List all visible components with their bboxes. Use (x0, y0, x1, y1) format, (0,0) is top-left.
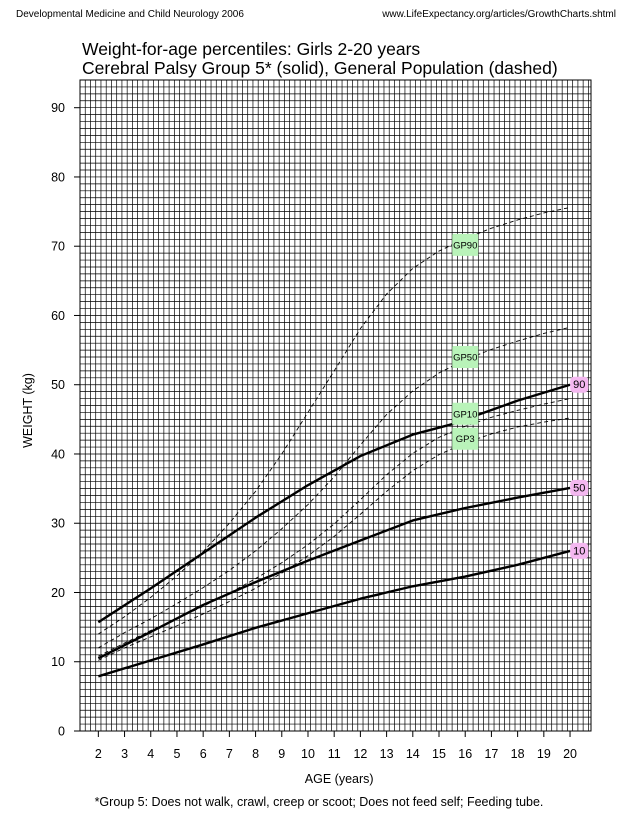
x-tick-label: 7 (226, 747, 233, 761)
x-tick-label: 6 (200, 747, 207, 761)
series-line-10 (97, 549, 571, 678)
series-label-gp3: GP3 (456, 434, 475, 445)
header-source-right: www.LifeExpectancy.org/articles/GrowthCh… (382, 9, 616, 20)
label-bg-gp3 (452, 427, 479, 450)
x-tick-label: 10 (301, 747, 315, 761)
label-bg-gp90 (452, 233, 479, 256)
x-tick-label: 17 (484, 747, 498, 761)
header-source-left: Developmental Medicine and Child Neurolo… (16, 9, 244, 20)
y-tick-label: 60 (51, 309, 65, 323)
axes: 2 3 4 5 6 7 8 9 10 11 12 13 14 15 16 17 18 19 20 0 10 20 30 40 5… (51, 101, 577, 761)
y-tick-label: 20 (51, 586, 65, 600)
x-axis-label: AGE (years) (305, 772, 374, 786)
x-tick-label: 18 (511, 747, 525, 761)
series-labels: 90 50 10 GP90 GP50 GP10 GP3 (452, 233, 589, 559)
x-tick-label: 19 (537, 747, 551, 761)
series-label-90: 90 (573, 379, 585, 391)
x-tick-label: 14 (406, 747, 420, 761)
chart-subtitle: Cerebral Palsy Group 5* (solid), General… (82, 58, 558, 78)
footnote: *Group 5: Does not walk, crawl, creep or… (94, 795, 544, 809)
x-tick-label: 15 (432, 747, 446, 761)
label-bg-90 (570, 376, 589, 393)
y-axis-label: WEIGHT (kg) (21, 373, 35, 448)
x-tick-label: 5 (173, 747, 180, 761)
chart-title: Weight-for-age percentiles: Girls 2-20 y… (82, 39, 421, 59)
x-tick-label: 12 (353, 747, 367, 761)
series-line-gp10 (98, 398, 571, 657)
x-tick-label: 9 (278, 747, 285, 761)
series-line-gp90 (98, 206, 571, 635)
series-lines (97, 206, 571, 678)
x-tick-label: 8 (252, 747, 259, 761)
y-tick-label: 50 (51, 378, 65, 392)
x-tick-label: 3 (121, 747, 128, 761)
series-label-gp50: GP50 (453, 353, 477, 364)
y-tick-label: 90 (51, 101, 65, 115)
x-tick-label: 16 (458, 747, 472, 761)
y-tick-label: 40 (51, 447, 65, 461)
y-tick-label: 0 (58, 725, 65, 739)
plot-frame (79, 79, 592, 732)
grid (79, 79, 592, 732)
series-label-50: 50 (573, 482, 585, 494)
grid-lines (79, 79, 591, 732)
x-tick-label: 2 (95, 747, 102, 761)
y-tick-label: 70 (51, 240, 65, 254)
x-tick-label: 20 (563, 747, 577, 761)
y-tick-label: 30 (51, 517, 65, 531)
x-tick-label: 11 (328, 747, 341, 761)
series-line-90 (97, 383, 571, 624)
label-bg-50 (570, 479, 589, 496)
y-tick-label: 10 (51, 655, 65, 669)
series-label-gp90: GP90 (453, 240, 477, 251)
label-bg-gp10 (452, 402, 479, 425)
label-bg-gp50 (452, 346, 479, 369)
series-label-10: 10 (573, 545, 585, 557)
x-tick-label: 4 (147, 747, 154, 761)
x-tick-label: 13 (380, 747, 394, 761)
series-line-gp50 (98, 326, 571, 649)
label-bg-10 (570, 542, 589, 559)
series-label-gp10: GP10 (453, 409, 477, 420)
series-line-gp3 (98, 417, 571, 661)
y-tick-label: 80 (51, 170, 65, 184)
